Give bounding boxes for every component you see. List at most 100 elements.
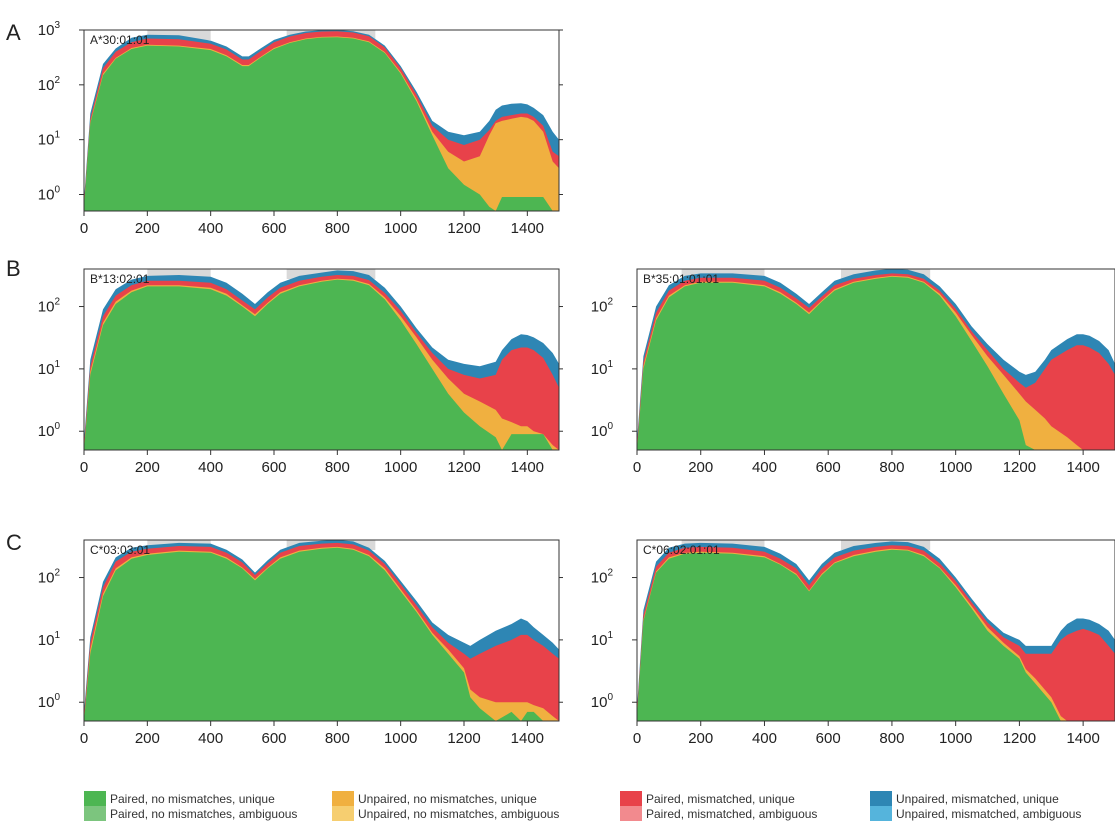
x-tick-label: 1400 <box>1066 459 1099 476</box>
x-tick-label: 800 <box>325 220 350 237</box>
x-tick-label: 1200 <box>447 730 480 747</box>
coverage-plot-1: 0 200 400 600 800 1000 1200 1400 100 101 102 103 A*3… <box>38 20 563 237</box>
x-tick-label: 0 <box>80 220 88 237</box>
x-tick-label: 1400 <box>511 459 544 476</box>
plot-frame <box>83 539 560 722</box>
allele-label: B*35:01:01:01 <box>643 272 719 286</box>
y-tick-label: 103 <box>38 20 61 39</box>
y-tick-label: 102 <box>38 297 61 316</box>
y-tick-label: 100 <box>38 184 61 203</box>
y-tick-label: 102 <box>38 75 61 94</box>
area-series-1 <box>84 547 559 721</box>
allele-label: C*03:03:01 <box>90 543 150 557</box>
x-tick-label: 600 <box>816 730 841 747</box>
x-tick-label: 200 <box>688 459 713 476</box>
highlight-band <box>147 269 211 279</box>
x-tick-label: 200 <box>135 220 160 237</box>
legend-label: Unpaired, mismatched, unique <box>896 792 1059 806</box>
x-tick-label: 400 <box>198 730 223 747</box>
y-tick-label: 100 <box>38 421 61 440</box>
x-tick-label: 1000 <box>939 730 972 747</box>
x-tick-label: 1200 <box>447 459 480 476</box>
x-tick-label: 1000 <box>384 730 417 747</box>
allele-label: C*06:02:01:01 <box>643 543 720 557</box>
x-tick-label: 0 <box>80 459 88 476</box>
y-tick-label: 101 <box>38 630 61 649</box>
x-tick-label: 1000 <box>384 220 417 237</box>
y-tick-label: 100 <box>591 421 614 440</box>
legend-swatch <box>84 806 106 821</box>
area-series-1 <box>84 37 559 211</box>
allele-label: A*30:01:01 <box>90 33 150 47</box>
legend-label: Paired, mismatched, unique <box>646 792 795 806</box>
x-tick-label: 600 <box>816 459 841 476</box>
area-series-1 <box>637 276 1115 450</box>
x-tick-label: 400 <box>752 459 777 476</box>
y-tick-label: 102 <box>591 297 614 316</box>
legend-label: Paired, mismatched, ambiguous <box>646 807 817 821</box>
plot-frame <box>636 539 1115 722</box>
x-tick-label: 200 <box>688 730 713 747</box>
plots-container: 0 200 400 600 800 1000 1200 1400100101102103A*3… <box>38 20 1115 747</box>
legend-swatch <box>620 791 642 806</box>
x-tick-label: 800 <box>325 459 350 476</box>
coverage-plot-5: 0 200 400 600 800 1000 1200 1400 100 101 102 C*06:0… <box>591 539 1115 747</box>
x-tick-label: 1400 <box>1066 730 1099 747</box>
x-tick-label: 800 <box>879 730 904 747</box>
legend-swatch <box>332 791 354 806</box>
x-tick-label: 800 <box>879 459 904 476</box>
x-tick-label: 1400 <box>511 220 544 237</box>
x-tick-label: 800 <box>325 730 350 747</box>
area-series-1 <box>84 279 559 450</box>
x-tick-label: 400 <box>198 220 223 237</box>
x-tick-label: 0 <box>80 730 88 747</box>
y-tick-label: 102 <box>591 568 614 587</box>
legend-swatch <box>870 806 892 821</box>
legend-swatch <box>332 806 354 821</box>
x-tick-label: 200 <box>135 459 160 476</box>
x-tick-label: 400 <box>752 730 777 747</box>
y-tick-label: 100 <box>591 692 614 711</box>
y-tick-label: 101 <box>591 359 614 378</box>
x-tick-label: 600 <box>261 730 286 747</box>
x-tick-label: 400 <box>198 459 223 476</box>
legend-label: Unpaired, no mismatches, unique <box>358 792 537 806</box>
legend-swatch <box>620 806 642 821</box>
legend-swatch <box>84 791 106 806</box>
x-tick-label: 0 <box>633 459 641 476</box>
y-tick-label: 101 <box>591 630 614 649</box>
legend-label: Unpaired, mismatched, ambiguous <box>896 807 1081 821</box>
x-tick-label: 1200 <box>1003 730 1036 747</box>
y-tick-label: 100 <box>38 692 61 711</box>
y-tick-label: 101 <box>38 359 61 378</box>
panel-letter-c: C <box>6 530 22 555</box>
x-tick-label: 1200 <box>1003 459 1036 476</box>
y-tick-label: 101 <box>38 130 61 149</box>
panel-letter-b: B <box>6 256 21 281</box>
coverage-plot-3: 0 200 400 600 800 1000 1200 1400 100 101 102 B*35:0… <box>591 268 1115 476</box>
x-tick-label: 600 <box>261 220 286 237</box>
panel-letter-a: A <box>6 20 21 45</box>
x-tick-label: 1400 <box>511 730 544 747</box>
plot-frame <box>636 268 1115 451</box>
x-tick-label: 1000 <box>939 459 972 476</box>
plot-frame <box>83 29 560 212</box>
legend-label: Paired, no mismatches, ambiguous <box>110 807 297 821</box>
x-tick-label: 0 <box>633 730 641 747</box>
area-series-1 <box>637 549 1115 721</box>
highlight-band <box>147 30 211 40</box>
x-tick-label: 1200 <box>447 220 480 237</box>
plot-frame <box>83 268 560 451</box>
allele-label: B*13:02:01 <box>90 272 150 286</box>
x-tick-label: 600 <box>261 459 286 476</box>
coverage-plot-4: 0 200 400 600 800 1000 1200 1400 100 101 102 C*03:0… <box>38 539 563 747</box>
x-tick-label: 200 <box>135 730 160 747</box>
legend-swatch <box>870 791 892 806</box>
coverage-plot-2: 0 200 400 600 800 1000 1200 1400 100 101 102 B*13:0… <box>38 268 563 476</box>
x-tick-label: 1000 <box>384 459 417 476</box>
legend-label: Unpaired, no mismatches, ambiguous <box>358 807 559 821</box>
legend-label: Paired, no mismatches, unique <box>110 792 275 806</box>
y-tick-label: 102 <box>38 568 61 587</box>
